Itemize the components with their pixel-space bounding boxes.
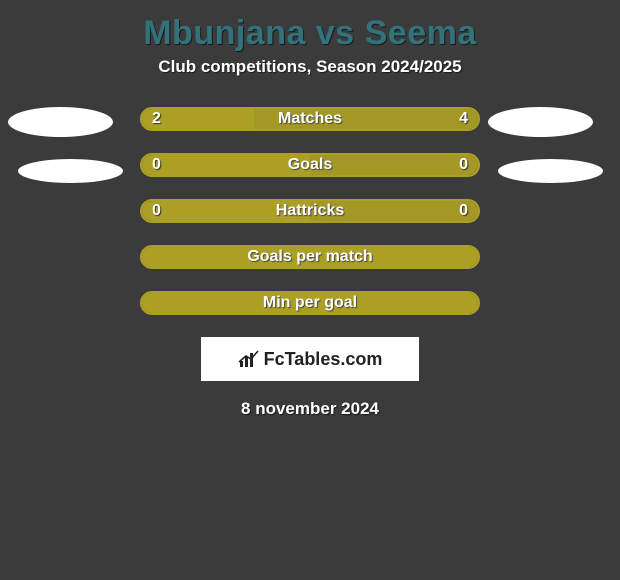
bar-fill-right bbox=[310, 155, 478, 175]
stat-value-left: 2 bbox=[152, 110, 161, 128]
team-logo-placeholder bbox=[8, 107, 113, 137]
logo-box: FcTables.com bbox=[201, 337, 419, 381]
bar-fill-left bbox=[142, 155, 310, 175]
stat-label: Goals per match bbox=[247, 248, 372, 266]
stat-value-left: 0 bbox=[152, 202, 161, 220]
logo-text: FcTables.com bbox=[264, 349, 383, 370]
stat-bar: 0 0 Goals bbox=[140, 153, 480, 177]
logo: FcTables.com bbox=[238, 349, 383, 370]
stat-value-left: 0 bbox=[152, 156, 161, 174]
stat-label: Goals bbox=[288, 156, 332, 174]
stat-label: Matches bbox=[278, 110, 342, 128]
chart-icon bbox=[238, 349, 260, 369]
page-title: Mbunjana vs Seema bbox=[0, 8, 620, 57]
stat-bar: Min per goal bbox=[140, 291, 480, 315]
stat-bar: 0 0 Hattricks bbox=[140, 199, 480, 223]
stat-label: Min per goal bbox=[263, 294, 357, 312]
stats-area: 2 4 Matches 0 0 Goals 0 0 Hattricks Goals per mat… bbox=[0, 107, 620, 315]
footer-date: 8 november 2024 bbox=[0, 399, 620, 419]
page-subtitle: Club competitions, Season 2024/2025 bbox=[0, 57, 620, 107]
stat-bar: 2 4 Matches bbox=[140, 107, 480, 131]
stat-label: Hattricks bbox=[276, 202, 344, 220]
team-logo-placeholder bbox=[488, 107, 593, 137]
stat-value-right: 0 bbox=[459, 202, 468, 220]
stat-bar: Goals per match bbox=[140, 245, 480, 269]
stat-value-right: 4 bbox=[459, 110, 468, 128]
stat-value-right: 0 bbox=[459, 156, 468, 174]
team-logo-placeholder bbox=[498, 159, 603, 183]
infographic-container: Mbunjana vs Seema Club competitions, Sea… bbox=[0, 0, 620, 419]
team-logo-placeholder bbox=[18, 159, 123, 183]
